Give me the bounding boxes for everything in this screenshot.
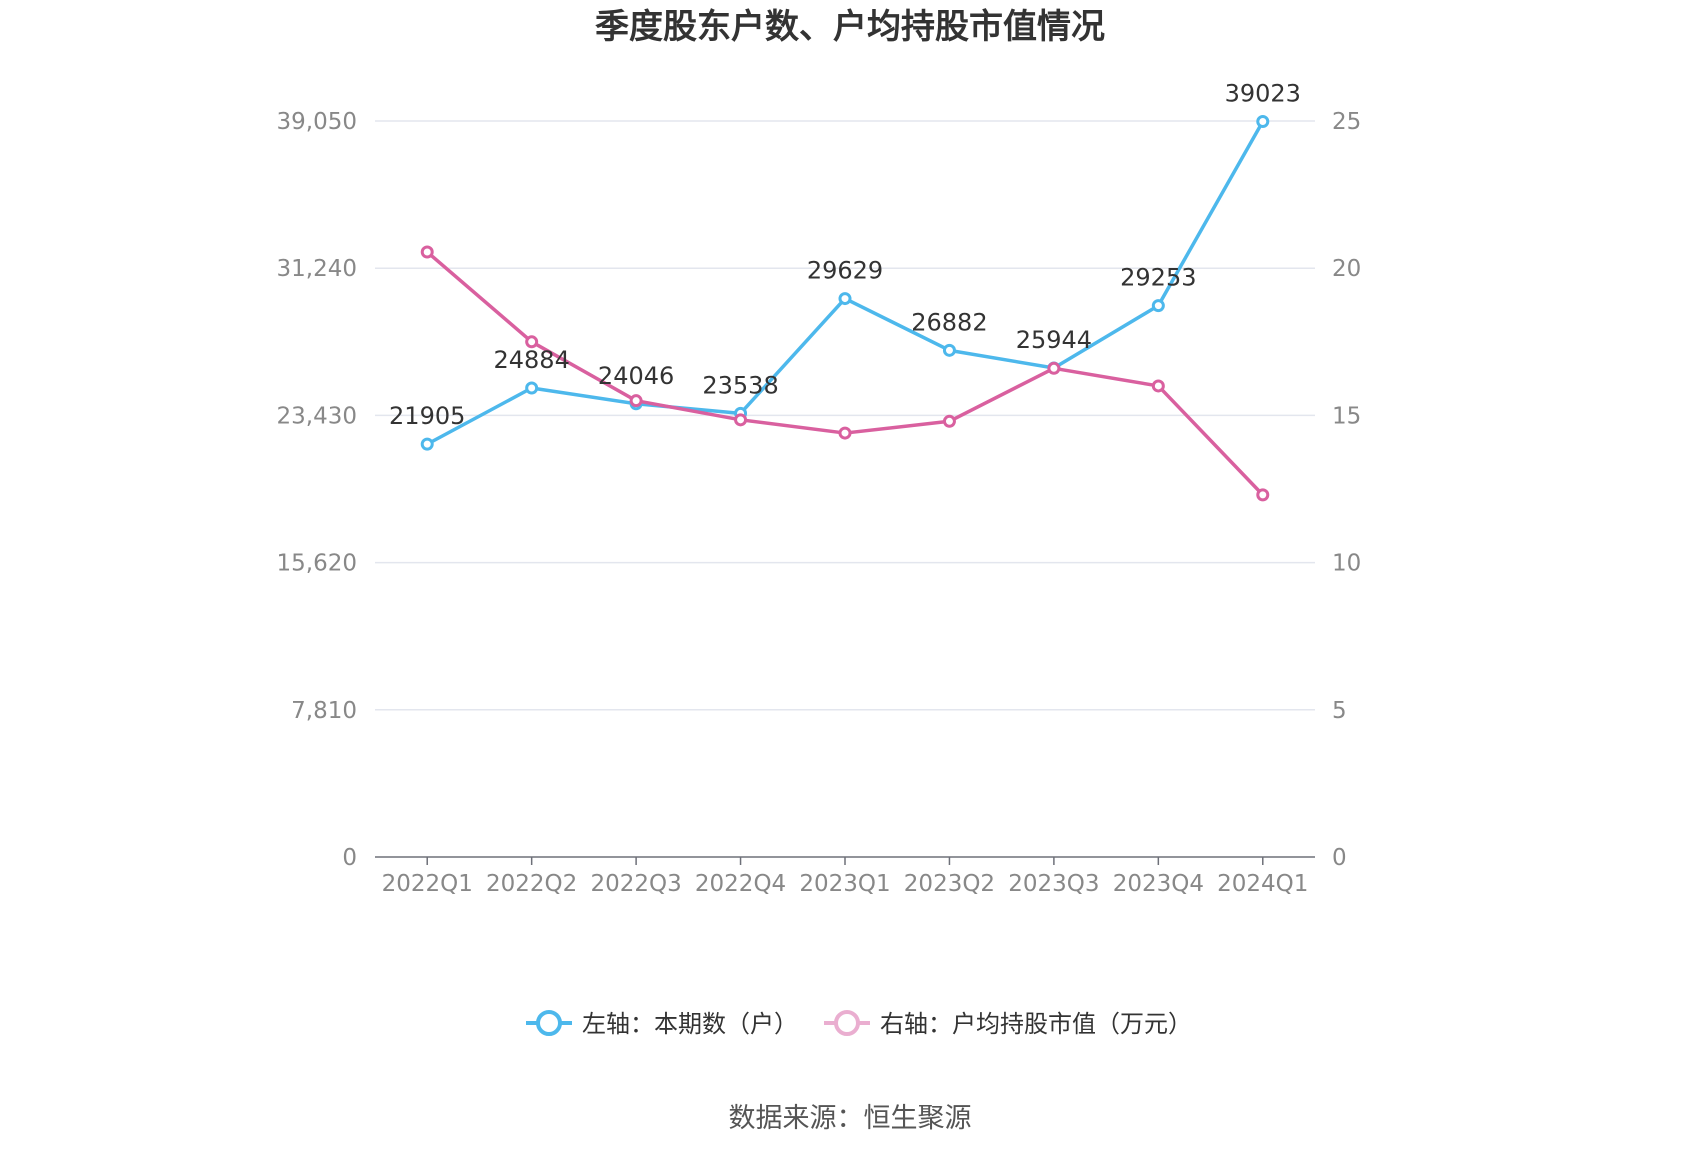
data-label: 23538 <box>702 371 778 399</box>
legend-marker-icon <box>834 1010 860 1036</box>
data-point[interactable] <box>525 335 539 349</box>
right-axis-tick-label: 25 <box>1332 109 1361 135</box>
data-label: 25944 <box>1016 326 1092 354</box>
left-axis-tick-label: 39,050 <box>277 109 357 135</box>
grid-layer <box>375 120 1315 711</box>
data-point[interactable] <box>1151 379 1165 393</box>
data-label: 24046 <box>598 362 674 390</box>
x-axis-tick-label: 2023Q2 <box>904 871 995 897</box>
right-axis-tick-label: 10 <box>1332 551 1361 577</box>
data-point[interactable] <box>1256 115 1270 129</box>
data-label-layer: 21905 24884 24046 23538 29629 26882 25944 29253… <box>389 80 1301 431</box>
data-point[interactable] <box>1047 361 1061 375</box>
right-axis-tick-label: 15 <box>1332 403 1361 429</box>
data-label: 29253 <box>1120 264 1196 292</box>
data-label: 39023 <box>1225 80 1301 108</box>
right-axis-tick-label: 20 <box>1332 256 1361 282</box>
x-axis-tick-label: 2024Q1 <box>1217 871 1308 897</box>
axis-layer: 0 0 7,810 5 15,620 10 23,430 15 31,240 20 39,050 25… <box>277 109 1362 897</box>
data-point[interactable] <box>1151 299 1165 313</box>
data-point[interactable] <box>525 381 539 395</box>
data-point[interactable] <box>942 343 956 357</box>
data-label: 26882 <box>911 308 987 336</box>
x-axis-tick-label: 2022Q2 <box>486 871 577 897</box>
legend-item-2[interactable]: 右轴：户均持股市值（万元） <box>824 1010 1192 1038</box>
legend-item-1[interactable]: 左轴：本期数（户） <box>526 1010 798 1038</box>
x-axis-tick-label: 2022Q4 <box>695 871 786 897</box>
chart-title: 季度股东户数、户均持股市值情况 <box>595 7 1105 47</box>
left-axis-tick-label: 31,240 <box>277 256 357 282</box>
data-label: 21905 <box>389 402 465 430</box>
source-note: 数据来源：恒生聚源 <box>729 1103 972 1134</box>
x-axis-tick-label: 2023Q1 <box>799 871 890 897</box>
left-axis-tick-label: 0 <box>342 845 357 871</box>
data-point[interactable] <box>734 413 748 427</box>
legend-marker-icon <box>536 1010 562 1036</box>
left-axis-tick-label: 23,430 <box>277 403 357 429</box>
data-point[interactable] <box>629 394 643 408</box>
right-axis-tick-label: 0 <box>1332 845 1347 871</box>
legend-label: 左轴：本期数（户） <box>582 1010 798 1038</box>
data-label: 29629 <box>807 257 883 285</box>
data-point[interactable] <box>838 426 852 440</box>
x-axis-tick-label: 2022Q3 <box>590 871 681 897</box>
data-label: 24884 <box>493 346 569 374</box>
data-point[interactable] <box>420 245 434 259</box>
x-axis-tick-label: 2022Q1 <box>382 871 473 897</box>
legend[interactable]: 左轴：本期数（户） 右轴：户均持股市值（万元） <box>526 1010 1192 1038</box>
x-axis-tick-label: 2023Q4 <box>1113 871 1204 897</box>
data-point[interactable] <box>838 292 852 306</box>
legend-label: 右轴：户均持股市值（万元） <box>880 1010 1192 1038</box>
right-axis-tick-label: 5 <box>1332 698 1347 724</box>
data-point[interactable] <box>420 437 434 451</box>
data-point[interactable] <box>942 414 956 428</box>
series-layer <box>420 115 1270 502</box>
x-axis-tick-label: 2023Q3 <box>1008 871 1099 897</box>
data-point[interactable] <box>1256 488 1270 502</box>
left-axis-tick-label: 15,620 <box>277 551 357 577</box>
left-axis-tick-label: 7,810 <box>291 698 357 724</box>
